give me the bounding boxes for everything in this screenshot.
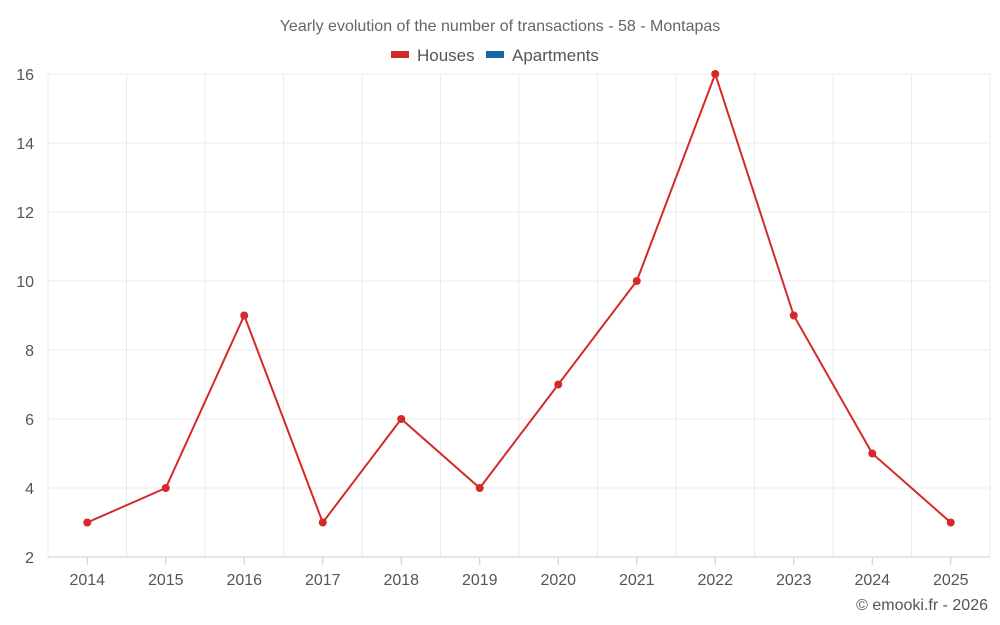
legend: Houses Apartments bbox=[391, 46, 599, 65]
x-tick-label: 2022 bbox=[697, 572, 733, 589]
x-tick-label: 2020 bbox=[540, 572, 576, 589]
x-tick-label: 2015 bbox=[148, 572, 184, 589]
data-point-houses[interactable] bbox=[240, 311, 249, 320]
x-tick-label: 2018 bbox=[383, 572, 419, 589]
x-tick-label: 2014 bbox=[69, 572, 105, 589]
credit-text: © emooki.fr - 2026 bbox=[856, 597, 988, 614]
x-tick-label: 2024 bbox=[854, 572, 890, 589]
legend-label-houses[interactable]: Houses bbox=[417, 46, 475, 65]
data-point-houses[interactable] bbox=[83, 518, 92, 527]
data-point-houses[interactable] bbox=[397, 415, 406, 423]
y-tick-label: 16 bbox=[16, 67, 34, 84]
y-tick-label: 4 bbox=[25, 481, 34, 498]
data-point-houses[interactable] bbox=[789, 311, 798, 320]
x-tick-label: 2019 bbox=[462, 572, 498, 589]
legend-swatch-apartments[interactable] bbox=[486, 51, 504, 58]
chart-title: Yearly evolution of the number of transa… bbox=[280, 18, 721, 35]
x-tick-label: 2023 bbox=[776, 572, 812, 589]
data-point-houses[interactable] bbox=[161, 484, 170, 492]
series-layer bbox=[83, 70, 955, 527]
x-tick-label: 2025 bbox=[933, 572, 969, 589]
y-tick-label: 14 bbox=[16, 136, 34, 153]
data-point-houses[interactable] bbox=[711, 70, 720, 78]
legend-label-apartments[interactable]: Apartments bbox=[512, 46, 599, 65]
series-line-houses bbox=[86, 70, 952, 525]
data-point-houses[interactable] bbox=[946, 518, 955, 527]
y-axis-ticks: 2 4 6 8 10 12 14 16 bbox=[16, 67, 34, 567]
data-point-houses[interactable] bbox=[632, 277, 641, 285]
x-tick-label: 2016 bbox=[226, 572, 262, 589]
y-tick-label: 6 bbox=[25, 412, 34, 429]
y-tick-label: 12 bbox=[16, 205, 34, 222]
data-point-houses[interactable] bbox=[475, 484, 484, 492]
y-tick-label: 8 bbox=[25, 343, 34, 360]
legend-swatch-houses[interactable] bbox=[391, 51, 409, 58]
x-axis-ticks: 2014 2015 2016 2017 2018 2019 2020 2021 2022 2023… bbox=[69, 557, 969, 589]
x-tick-label: 2017 bbox=[305, 572, 341, 589]
y-tick-label: 10 bbox=[16, 274, 34, 291]
y-tick-label: 2 bbox=[25, 550, 34, 567]
data-point-houses[interactable] bbox=[868, 449, 877, 458]
x-tick-label: 2021 bbox=[619, 572, 655, 589]
data-point-houses[interactable] bbox=[554, 380, 563, 389]
data-point-houses[interactable] bbox=[318, 518, 327, 527]
grid bbox=[47, 73, 991, 558]
